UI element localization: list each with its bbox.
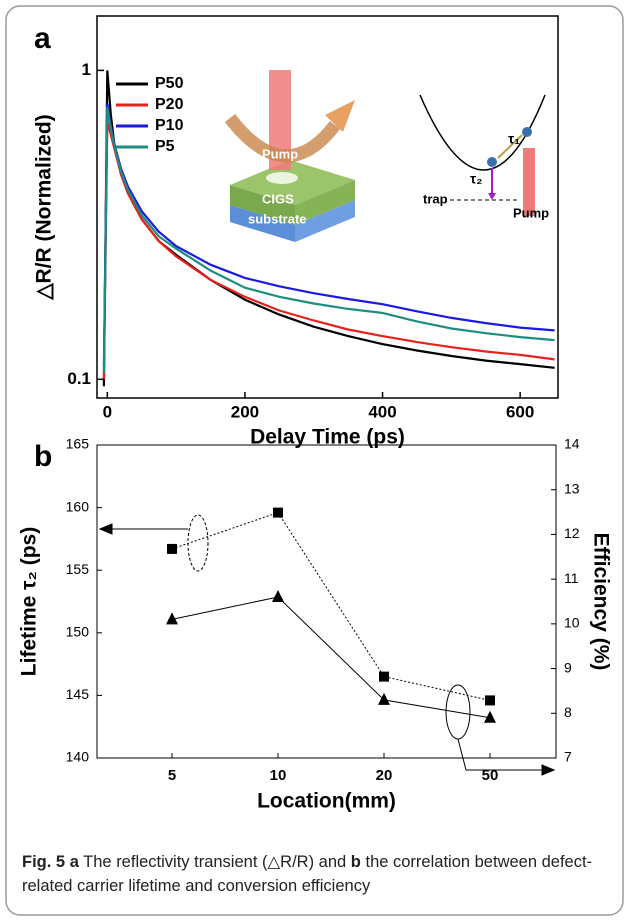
data-line	[171, 596, 491, 719]
annotation: substrate	[248, 211, 307, 226]
plot-frame	[96, 15, 559, 399]
x-axis-label: Delay Time (ps)	[250, 426, 405, 449]
panel-label: b	[34, 440, 52, 473]
y2-tick-label: 12	[564, 525, 580, 541]
y2-tick-label: 13	[564, 480, 580, 496]
x-tick-label: 200	[231, 402, 259, 421]
inset-band	[419, 94, 546, 216]
x-tick-label: 10	[270, 767, 287, 784]
marker	[272, 590, 284, 603]
y-tick-label: 150	[66, 624, 90, 640]
legend-label: P50	[155, 75, 184, 92]
y-tick-label: 160	[66, 498, 90, 514]
y2-tick-label: 7	[564, 749, 572, 765]
plot-frame	[96, 444, 557, 759]
annotation: Pump	[262, 146, 298, 161]
data-line	[102, 107, 555, 373]
annotation: τ₁	[508, 131, 520, 147]
caption-label: a	[69, 853, 79, 871]
x-tick-label: 400	[368, 402, 396, 421]
marker	[167, 543, 177, 554]
y-tick-label: 140	[66, 749, 90, 765]
caption-text: the correlation between defect-related c…	[22, 853, 593, 895]
marker	[484, 710, 496, 723]
legend-label: P5	[155, 138, 175, 155]
data-line	[171, 512, 491, 701]
caption-text: The reflectivity transient (△R/R) and	[83, 853, 347, 871]
annotation: trap	[423, 191, 448, 206]
y-tick-label: 165	[66, 436, 90, 452]
x-tick-label: 5	[168, 767, 176, 784]
frame	[5, 5, 624, 916]
y2-axis-label: Efficiency (%)	[589, 533, 612, 671]
y-tick-label: 155	[66, 561, 90, 577]
x-tick-label: 600	[506, 402, 534, 421]
axis-guides	[98, 514, 556, 776]
marker	[378, 692, 390, 705]
y2-tick-label: 10	[564, 615, 580, 631]
marker	[166, 612, 178, 625]
y2-tick-label: 8	[564, 704, 572, 720]
y-tick-label: 0.1	[67, 369, 91, 388]
marker	[485, 695, 495, 706]
x-tick-label: 0	[103, 402, 112, 421]
marker	[379, 671, 389, 682]
inset-sample	[224, 70, 355, 242]
y-axis-label: △R/R (Normalized)	[33, 114, 56, 300]
y-tick-label: 1	[82, 60, 91, 79]
caption-label: b	[350, 853, 361, 871]
caption-label: Fig. 5	[22, 853, 66, 871]
annotation: Pump	[513, 205, 549, 220]
y2-tick-label: 14	[564, 436, 580, 452]
annotation: τ₂	[470, 171, 482, 187]
marker	[273, 507, 283, 518]
annotation: CIGS	[262, 191, 294, 206]
legend-label: P10	[155, 117, 184, 134]
x-tick-label: 20	[376, 767, 393, 784]
legend-label: P20	[155, 96, 184, 113]
y2-tick-label: 9	[564, 659, 572, 675]
y-tick-label: 145	[66, 686, 90, 702]
caption: Fig. 5 a The reflectivity transient (△R/…	[22, 850, 612, 898]
panel-label: a	[34, 22, 51, 55]
x-tick-label: 50	[482, 767, 499, 784]
x-axis-label: Location(mm)	[257, 790, 396, 813]
y-axis-label: Lifetime τ₂ (ps)	[18, 527, 41, 676]
y2-tick-label: 11	[564, 570, 579, 586]
